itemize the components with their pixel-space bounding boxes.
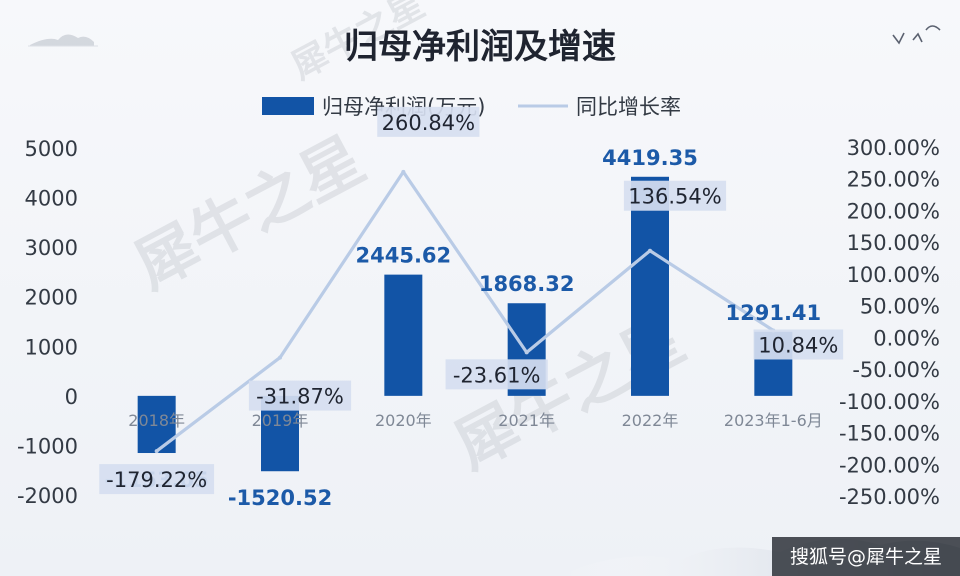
y-right-tick-label: 200.00% [847, 199, 940, 223]
line-data-label-box [248, 380, 352, 411]
bar [384, 274, 423, 396]
line-point [401, 169, 406, 174]
line-point [648, 248, 652, 253]
line-data-label: 260.84% [382, 111, 475, 135]
y-axis-left: 5000 4000 3000 2000 1000 0 -1000 -2000 [17, 137, 78, 508]
bar [631, 176, 669, 396]
y-left-tick-label: 3000 [25, 236, 78, 260]
line-data-label-box [99, 464, 215, 495]
line-data-label: 136.54% [628, 185, 721, 209]
y-left-tick-label: 4000 [25, 187, 78, 211]
y-left-tick-label: 2000 [25, 286, 78, 310]
y-axis-right: 300.00% 250.00% 200.00% 150.00% 100.00% 50.00… [839, 136, 940, 509]
line-point [278, 355, 282, 360]
y-right-tick-label: 300.00% [847, 136, 940, 160]
bar-data-label: 2445.62 [356, 244, 452, 268]
x-category-label: 2020年 [375, 411, 432, 430]
y-right-tick-label: 150.00% [847, 231, 940, 255]
x-category-label: 2019年 [252, 411, 309, 430]
mountain-decoration-icon [28, 34, 98, 47]
legend-bar-swatch [262, 97, 314, 115]
y-left-tick-label: 0 [65, 385, 78, 409]
bar-data-label: 1868.32 [479, 272, 575, 296]
line-data-label: -23.61% [453, 363, 541, 387]
line-data-label-box [445, 359, 548, 390]
x-category-label: 2022年 [622, 411, 679, 430]
credit-backdrop [772, 537, 960, 576]
x-category-label: 2018年 [128, 411, 185, 430]
y-right-tick-label: -150.00% [839, 422, 940, 446]
line-data-label-box [623, 180, 727, 211]
x-category-label: 2023年1-6月 [724, 411, 823, 430]
y-left-tick-label: -2000 [17, 484, 78, 508]
line-data-label: -179.22% [106, 468, 207, 492]
line-point [154, 449, 159, 454]
y-left-tick-label: 5000 [25, 137, 78, 161]
credit-text: 搜狐号@犀牛之星 [790, 546, 942, 568]
birds-decoration-icon [892, 25, 941, 45]
y-right-tick-label: -50.00% [852, 358, 940, 382]
line-data-labels: -179.22% -31.87% 260.84% -23.61% 136.54% 10.8… [99, 106, 844, 495]
x-axis-categories: 2018年 2019年 2020年 2021年 2022年 2023年1-6月 [128, 411, 822, 430]
line-data-label-box [377, 106, 480, 137]
y-right-tick-label: 0.00% [873, 326, 940, 350]
line-data-label: 10.84% [758, 333, 838, 357]
chart-title: 归母净利润及增速 [344, 27, 616, 67]
line-data-label: -31.87% [256, 385, 344, 409]
x-category-label: 2021年 [498, 411, 555, 430]
y-right-tick-label: -100.00% [839, 390, 940, 414]
y-right-tick-label: -200.00% [839, 453, 940, 477]
line-path [155, 170, 775, 453]
line-point [524, 350, 529, 355]
bar-data-label: 4419.35 [602, 146, 698, 170]
bar-data-label: 1291.41 [726, 301, 822, 325]
y-right-tick-label: 250.00% [847, 168, 940, 192]
y-right-tick-label: 100.00% [847, 263, 940, 287]
legend-line-label: 同比增长率 [576, 95, 681, 119]
y-left-tick-label: -1000 [17, 434, 78, 458]
y-left-tick-label: 1000 [25, 335, 78, 359]
y-right-tick-label: -250.00% [839, 485, 940, 509]
y-right-tick-label: 50.00% [860, 295, 940, 319]
bar-data-label: -1520.52 [228, 486, 332, 510]
line-data-label-box [753, 329, 844, 360]
